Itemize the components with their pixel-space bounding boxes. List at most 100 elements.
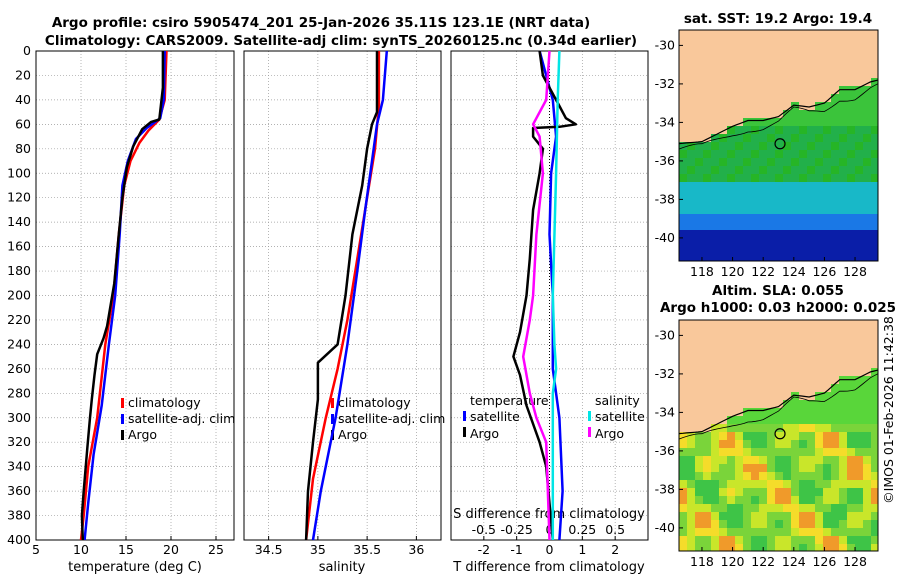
- map-cell: [847, 432, 855, 440]
- map-cell: [799, 512, 807, 520]
- map-cell: [759, 496, 767, 504]
- map-cell: [751, 70, 759, 78]
- map-cell: [791, 174, 799, 182]
- map-cell: [711, 400, 719, 408]
- map-cell: [679, 86, 687, 94]
- map-cell: [735, 70, 743, 78]
- difference-panel: T difference from climatology S differen…: [450, 50, 649, 575]
- map-cell: [743, 424, 751, 432]
- map-cell: [823, 344, 831, 352]
- map-cell: [807, 400, 815, 408]
- map-cell: [727, 254, 735, 261]
- map-cell: [775, 544, 783, 551]
- map-cell: [751, 38, 759, 46]
- map-cell: [679, 464, 687, 472]
- map-cell: [759, 520, 767, 528]
- map-cell: [863, 408, 871, 416]
- map-cell: [743, 206, 751, 214]
- map-cell: [871, 400, 878, 408]
- map-cell: [831, 230, 839, 238]
- map-cell: [799, 464, 807, 472]
- map-cell: [815, 536, 823, 544]
- map-cell: [855, 352, 863, 360]
- map-cell: [703, 190, 711, 198]
- map-cell: [863, 54, 871, 62]
- map-cell: [695, 320, 703, 328]
- map-cell: [791, 528, 799, 536]
- map-cell: [823, 440, 831, 448]
- map-cell: [839, 54, 847, 62]
- map-cell: [695, 440, 703, 448]
- map-cell: [791, 504, 799, 512]
- map-cell: [735, 214, 743, 222]
- salinity-axes: [243, 50, 442, 541]
- map-cell: [775, 440, 783, 448]
- map-cell: [815, 376, 823, 384]
- legend-label-argo: Argo: [128, 427, 157, 442]
- map-cell: [719, 416, 727, 424]
- map-cell: [695, 190, 703, 198]
- map-cell: [863, 222, 871, 230]
- map-cell: [679, 142, 687, 150]
- map-cell: [823, 150, 831, 158]
- map-cell: [783, 214, 791, 222]
- legend-swatch-argo: [121, 430, 124, 440]
- map-cell: [863, 182, 871, 190]
- map-cell: [839, 126, 847, 134]
- map-cell: [839, 166, 847, 174]
- map-cell: [719, 70, 727, 78]
- map-cell: [759, 78, 767, 86]
- map-cell: [687, 512, 695, 520]
- map-cell: [679, 254, 687, 261]
- map-cell: [711, 110, 719, 118]
- map-cell: [831, 336, 839, 344]
- map-cell: [743, 504, 751, 512]
- map-cell: [695, 456, 703, 464]
- map-cell: [695, 86, 703, 94]
- map-cell: [847, 206, 855, 214]
- map-cell: [863, 30, 871, 38]
- map-cell: [767, 384, 775, 392]
- map-cell: [751, 182, 759, 190]
- map-cell: [807, 512, 815, 520]
- map-cell: [847, 30, 855, 38]
- map-cell: [695, 328, 703, 336]
- map-cell: [735, 392, 743, 400]
- map-cell: [871, 94, 878, 102]
- map-cell: [719, 142, 727, 150]
- map-cell: [743, 448, 751, 456]
- map-cell: [775, 536, 783, 544]
- map-cell: [711, 408, 719, 416]
- map-cell: [791, 110, 799, 118]
- map-cell: [711, 424, 719, 432]
- map-cell: [679, 352, 687, 360]
- map-cell: [727, 504, 735, 512]
- map-cell: [871, 254, 878, 261]
- map-cell: [751, 222, 759, 230]
- map-cell: [839, 456, 847, 464]
- map-cell: [727, 238, 735, 246]
- map-cell: [791, 230, 799, 238]
- map-cell: [823, 134, 831, 142]
- y-tick-label: 120: [7, 190, 31, 205]
- map-cell: [799, 424, 807, 432]
- map-cell: [687, 400, 695, 408]
- map-cell: [727, 150, 735, 158]
- map-cell: [831, 496, 839, 504]
- map-cell: [831, 30, 839, 38]
- map-cell: [767, 336, 775, 344]
- map-cell: [799, 536, 807, 544]
- map-cell: [855, 432, 863, 440]
- map-cell: [807, 432, 815, 440]
- map-cell: [823, 46, 831, 54]
- map-cell: [807, 368, 815, 376]
- map-cell: [703, 254, 711, 261]
- map-cell: [727, 424, 735, 432]
- map-cell: [743, 496, 751, 504]
- argo-position-marker: [774, 428, 786, 440]
- map-cell: [751, 496, 759, 504]
- map-cell: [687, 230, 695, 238]
- map-cell: [799, 238, 807, 246]
- y-tick-label: 100: [7, 165, 31, 180]
- map-cell: [847, 352, 855, 360]
